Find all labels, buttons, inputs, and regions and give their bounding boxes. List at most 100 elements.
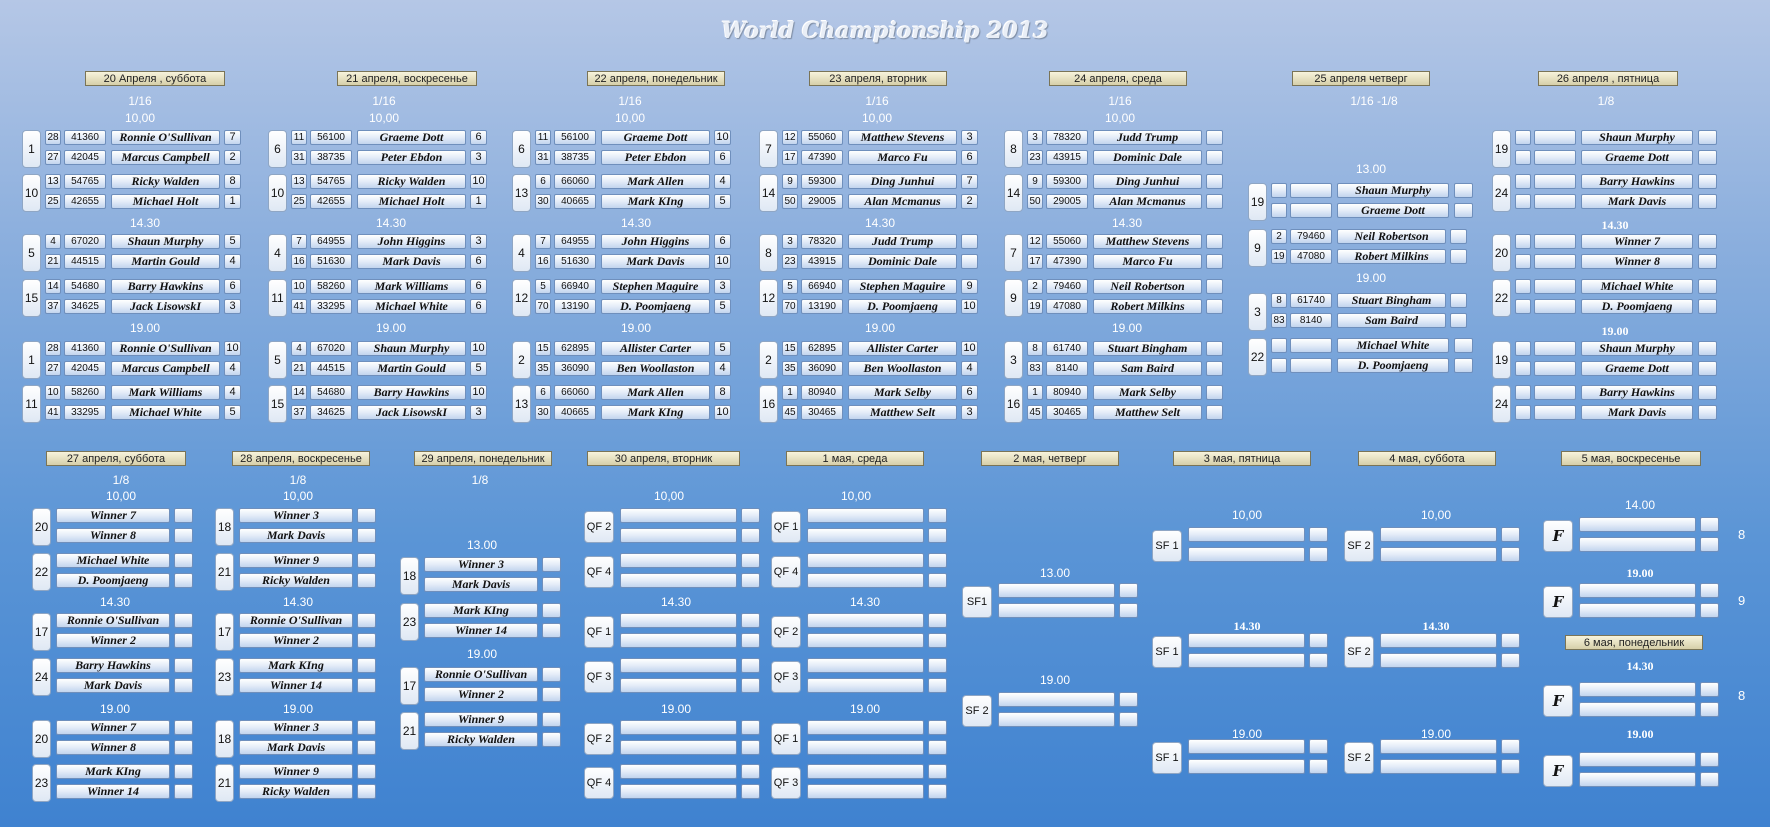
score-cell[interactable] xyxy=(542,557,561,572)
score-cell[interactable]: 3 xyxy=(224,299,241,314)
score-cell[interactable] xyxy=(1309,547,1328,562)
score-cell[interactable] xyxy=(741,508,760,523)
score-cell[interactable] xyxy=(1501,759,1520,774)
score-cell[interactable] xyxy=(1450,229,1467,244)
score-cell[interactable] xyxy=(1454,338,1473,353)
score-cell[interactable]: 4 xyxy=(961,361,978,376)
score-cell[interactable] xyxy=(1450,293,1467,308)
score-cell[interactable]: 10 xyxy=(470,385,487,400)
score-cell[interactable] xyxy=(1450,249,1467,264)
score-cell[interactable] xyxy=(357,613,376,628)
score-cell[interactable] xyxy=(1501,547,1520,562)
score-cell[interactable] xyxy=(928,678,947,693)
score-cell[interactable] xyxy=(1450,313,1467,328)
score-cell[interactable] xyxy=(1454,358,1473,373)
score-cell[interactable] xyxy=(1698,299,1717,314)
score-cell[interactable] xyxy=(174,508,193,523)
score-cell[interactable]: 5 xyxy=(714,299,731,314)
score-cell[interactable]: 10 xyxy=(224,341,241,356)
score-cell[interactable] xyxy=(741,633,760,648)
score-cell[interactable] xyxy=(1698,174,1717,189)
score-cell[interactable] xyxy=(1700,583,1719,598)
score-cell[interactable] xyxy=(357,658,376,673)
score-cell[interactable] xyxy=(174,553,193,568)
score-cell[interactable] xyxy=(542,732,561,747)
score-cell[interactable]: 8 xyxy=(714,385,731,400)
score-cell[interactable] xyxy=(928,720,947,735)
score-cell[interactable] xyxy=(928,764,947,779)
score-cell[interactable]: 2 xyxy=(224,150,241,165)
score-cell[interactable] xyxy=(174,633,193,648)
score-cell[interactable]: 3 xyxy=(470,405,487,420)
score-cell[interactable] xyxy=(741,613,760,628)
score-cell[interactable] xyxy=(1119,692,1138,707)
score-cell[interactable] xyxy=(1206,299,1223,314)
score-cell[interactable] xyxy=(357,633,376,648)
score-cell[interactable] xyxy=(961,254,978,269)
score-cell[interactable] xyxy=(357,784,376,799)
score-cell[interactable] xyxy=(1206,234,1223,249)
score-cell[interactable] xyxy=(1206,150,1223,165)
score-cell[interactable]: 1 xyxy=(224,194,241,209)
score-cell[interactable] xyxy=(357,553,376,568)
score-cell[interactable] xyxy=(174,678,193,693)
score-cell[interactable] xyxy=(357,573,376,588)
score-cell[interactable] xyxy=(1206,254,1223,269)
score-cell[interactable] xyxy=(1309,739,1328,754)
score-cell[interactable]: 9 xyxy=(961,279,978,294)
score-cell[interactable] xyxy=(741,764,760,779)
score-cell[interactable] xyxy=(1501,633,1520,648)
score-cell[interactable]: 5 xyxy=(224,405,241,420)
score-cell[interactable] xyxy=(174,764,193,779)
score-cell[interactable]: 6 xyxy=(961,385,978,400)
score-cell[interactable] xyxy=(928,613,947,628)
score-cell[interactable] xyxy=(1501,653,1520,668)
score-cell[interactable]: 4 xyxy=(224,361,241,376)
score-cell[interactable]: 10 xyxy=(961,299,978,314)
score-cell[interactable] xyxy=(741,553,760,568)
score-cell[interactable]: 4 xyxy=(224,254,241,269)
score-cell[interactable]: 3 xyxy=(470,150,487,165)
score-cell[interactable] xyxy=(174,528,193,543)
score-cell[interactable]: 8 xyxy=(224,174,241,189)
score-cell[interactable] xyxy=(1700,682,1719,697)
score-cell[interactable] xyxy=(542,712,561,727)
score-cell[interactable] xyxy=(357,720,376,735)
score-cell[interactable]: 5 xyxy=(470,361,487,376)
score-cell[interactable] xyxy=(741,528,760,543)
score-cell[interactable] xyxy=(1700,537,1719,552)
score-cell[interactable] xyxy=(174,658,193,673)
score-cell[interactable] xyxy=(357,528,376,543)
score-cell[interactable] xyxy=(1501,527,1520,542)
score-cell[interactable] xyxy=(1698,150,1717,165)
score-cell[interactable]: 3 xyxy=(961,130,978,145)
score-cell[interactable] xyxy=(1700,603,1719,618)
score-cell[interactable]: 3 xyxy=(470,234,487,249)
score-cell[interactable]: 6 xyxy=(224,279,241,294)
score-cell[interactable] xyxy=(928,528,947,543)
score-cell[interactable] xyxy=(174,720,193,735)
score-cell[interactable]: 7 xyxy=(224,130,241,145)
score-cell[interactable] xyxy=(928,784,947,799)
score-cell[interactable] xyxy=(928,553,947,568)
score-cell[interactable] xyxy=(1119,583,1138,598)
score-cell[interactable] xyxy=(174,613,193,628)
score-cell[interactable] xyxy=(1700,517,1719,532)
score-cell[interactable]: 2 xyxy=(961,194,978,209)
score-cell[interactable]: 5 xyxy=(224,234,241,249)
score-cell[interactable] xyxy=(542,623,561,638)
score-cell[interactable] xyxy=(1501,739,1520,754)
score-cell[interactable] xyxy=(542,667,561,682)
score-cell[interactable] xyxy=(1206,279,1223,294)
score-cell[interactable] xyxy=(1698,341,1717,356)
score-cell[interactable]: 3 xyxy=(961,405,978,420)
score-cell[interactable] xyxy=(174,740,193,755)
score-cell[interactable] xyxy=(1309,653,1328,668)
score-cell[interactable] xyxy=(1700,702,1719,717)
score-cell[interactable]: 3 xyxy=(714,279,731,294)
score-cell[interactable] xyxy=(1206,405,1223,420)
score-cell[interactable]: 1 xyxy=(470,194,487,209)
score-cell[interactable] xyxy=(1698,254,1717,269)
score-cell[interactable] xyxy=(928,740,947,755)
score-cell[interactable] xyxy=(928,633,947,648)
